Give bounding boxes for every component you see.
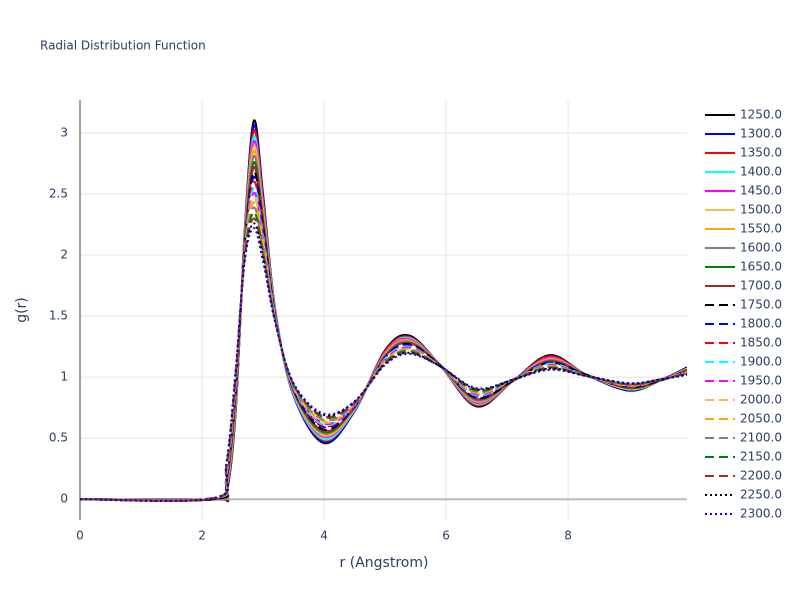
legend-label: 1850.0 (740, 336, 782, 350)
series-line (80, 155, 687, 502)
legend-label: 1300.0 (740, 127, 782, 141)
legend-label: 1450.0 (740, 184, 782, 198)
legend-label: 1400.0 (740, 165, 782, 179)
series-line (80, 196, 687, 502)
chart-title: Radial Distribution Function (40, 39, 206, 53)
series-line (80, 211, 687, 502)
legend-label: 1600.0 (740, 241, 782, 255)
x-tick-label: 6 (442, 529, 450, 543)
series-line (80, 175, 687, 501)
legend-label: 1950.0 (740, 374, 782, 388)
legend-label: 2000.0 (740, 393, 782, 407)
series-line (80, 150, 687, 502)
y-tick-label: 1.5 (49, 309, 68, 323)
legend-label: 1700.0 (740, 279, 782, 293)
legend-label: 2250.0 (740, 488, 782, 502)
legend-label: 2150.0 (740, 450, 782, 464)
series-line (80, 227, 687, 503)
series-line (80, 161, 687, 502)
x-tick-label: 4 (320, 529, 328, 543)
legend-label: 1650.0 (740, 260, 782, 274)
series-line (80, 166, 687, 502)
series-line (80, 191, 687, 502)
y-axis-title: g(r) (14, 297, 30, 323)
y-tick-label: 2.5 (49, 187, 68, 201)
legend-label: 2100.0 (740, 431, 782, 445)
legend-label: 1550.0 (740, 222, 782, 236)
series-line (80, 180, 687, 502)
legend-label: 1500.0 (740, 203, 782, 217)
series-line (80, 140, 687, 502)
legend-label: 1900.0 (740, 355, 782, 369)
legend-label: 1250.0 (740, 108, 782, 122)
series-line (80, 171, 687, 502)
series-line (80, 145, 687, 502)
legend-label: 2200.0 (740, 469, 782, 483)
legend-label: 1800.0 (740, 317, 782, 331)
x-tick-label: 8 (564, 529, 572, 543)
y-tick-label: 1 (60, 370, 68, 384)
y-tick-label: 0 (60, 492, 68, 506)
series-line (80, 135, 687, 502)
x-tick-label: 2 (198, 529, 206, 543)
x-tick-label: 0 (76, 529, 84, 543)
legend-label: 1750.0 (740, 298, 782, 312)
legend-label: 1350.0 (740, 146, 782, 160)
legend-label: 2300.0 (740, 507, 782, 521)
y-tick-label: 0.5 (49, 431, 68, 445)
y-tick-label: 3 (60, 125, 68, 139)
legend-label: 2050.0 (740, 412, 782, 426)
series-line (80, 129, 687, 502)
series-line (80, 186, 687, 502)
series-line (80, 124, 687, 502)
x-axis-title: r (Angstrom) (340, 555, 429, 571)
series-line (80, 119, 687, 503)
y-tick-label: 2 (60, 248, 68, 262)
